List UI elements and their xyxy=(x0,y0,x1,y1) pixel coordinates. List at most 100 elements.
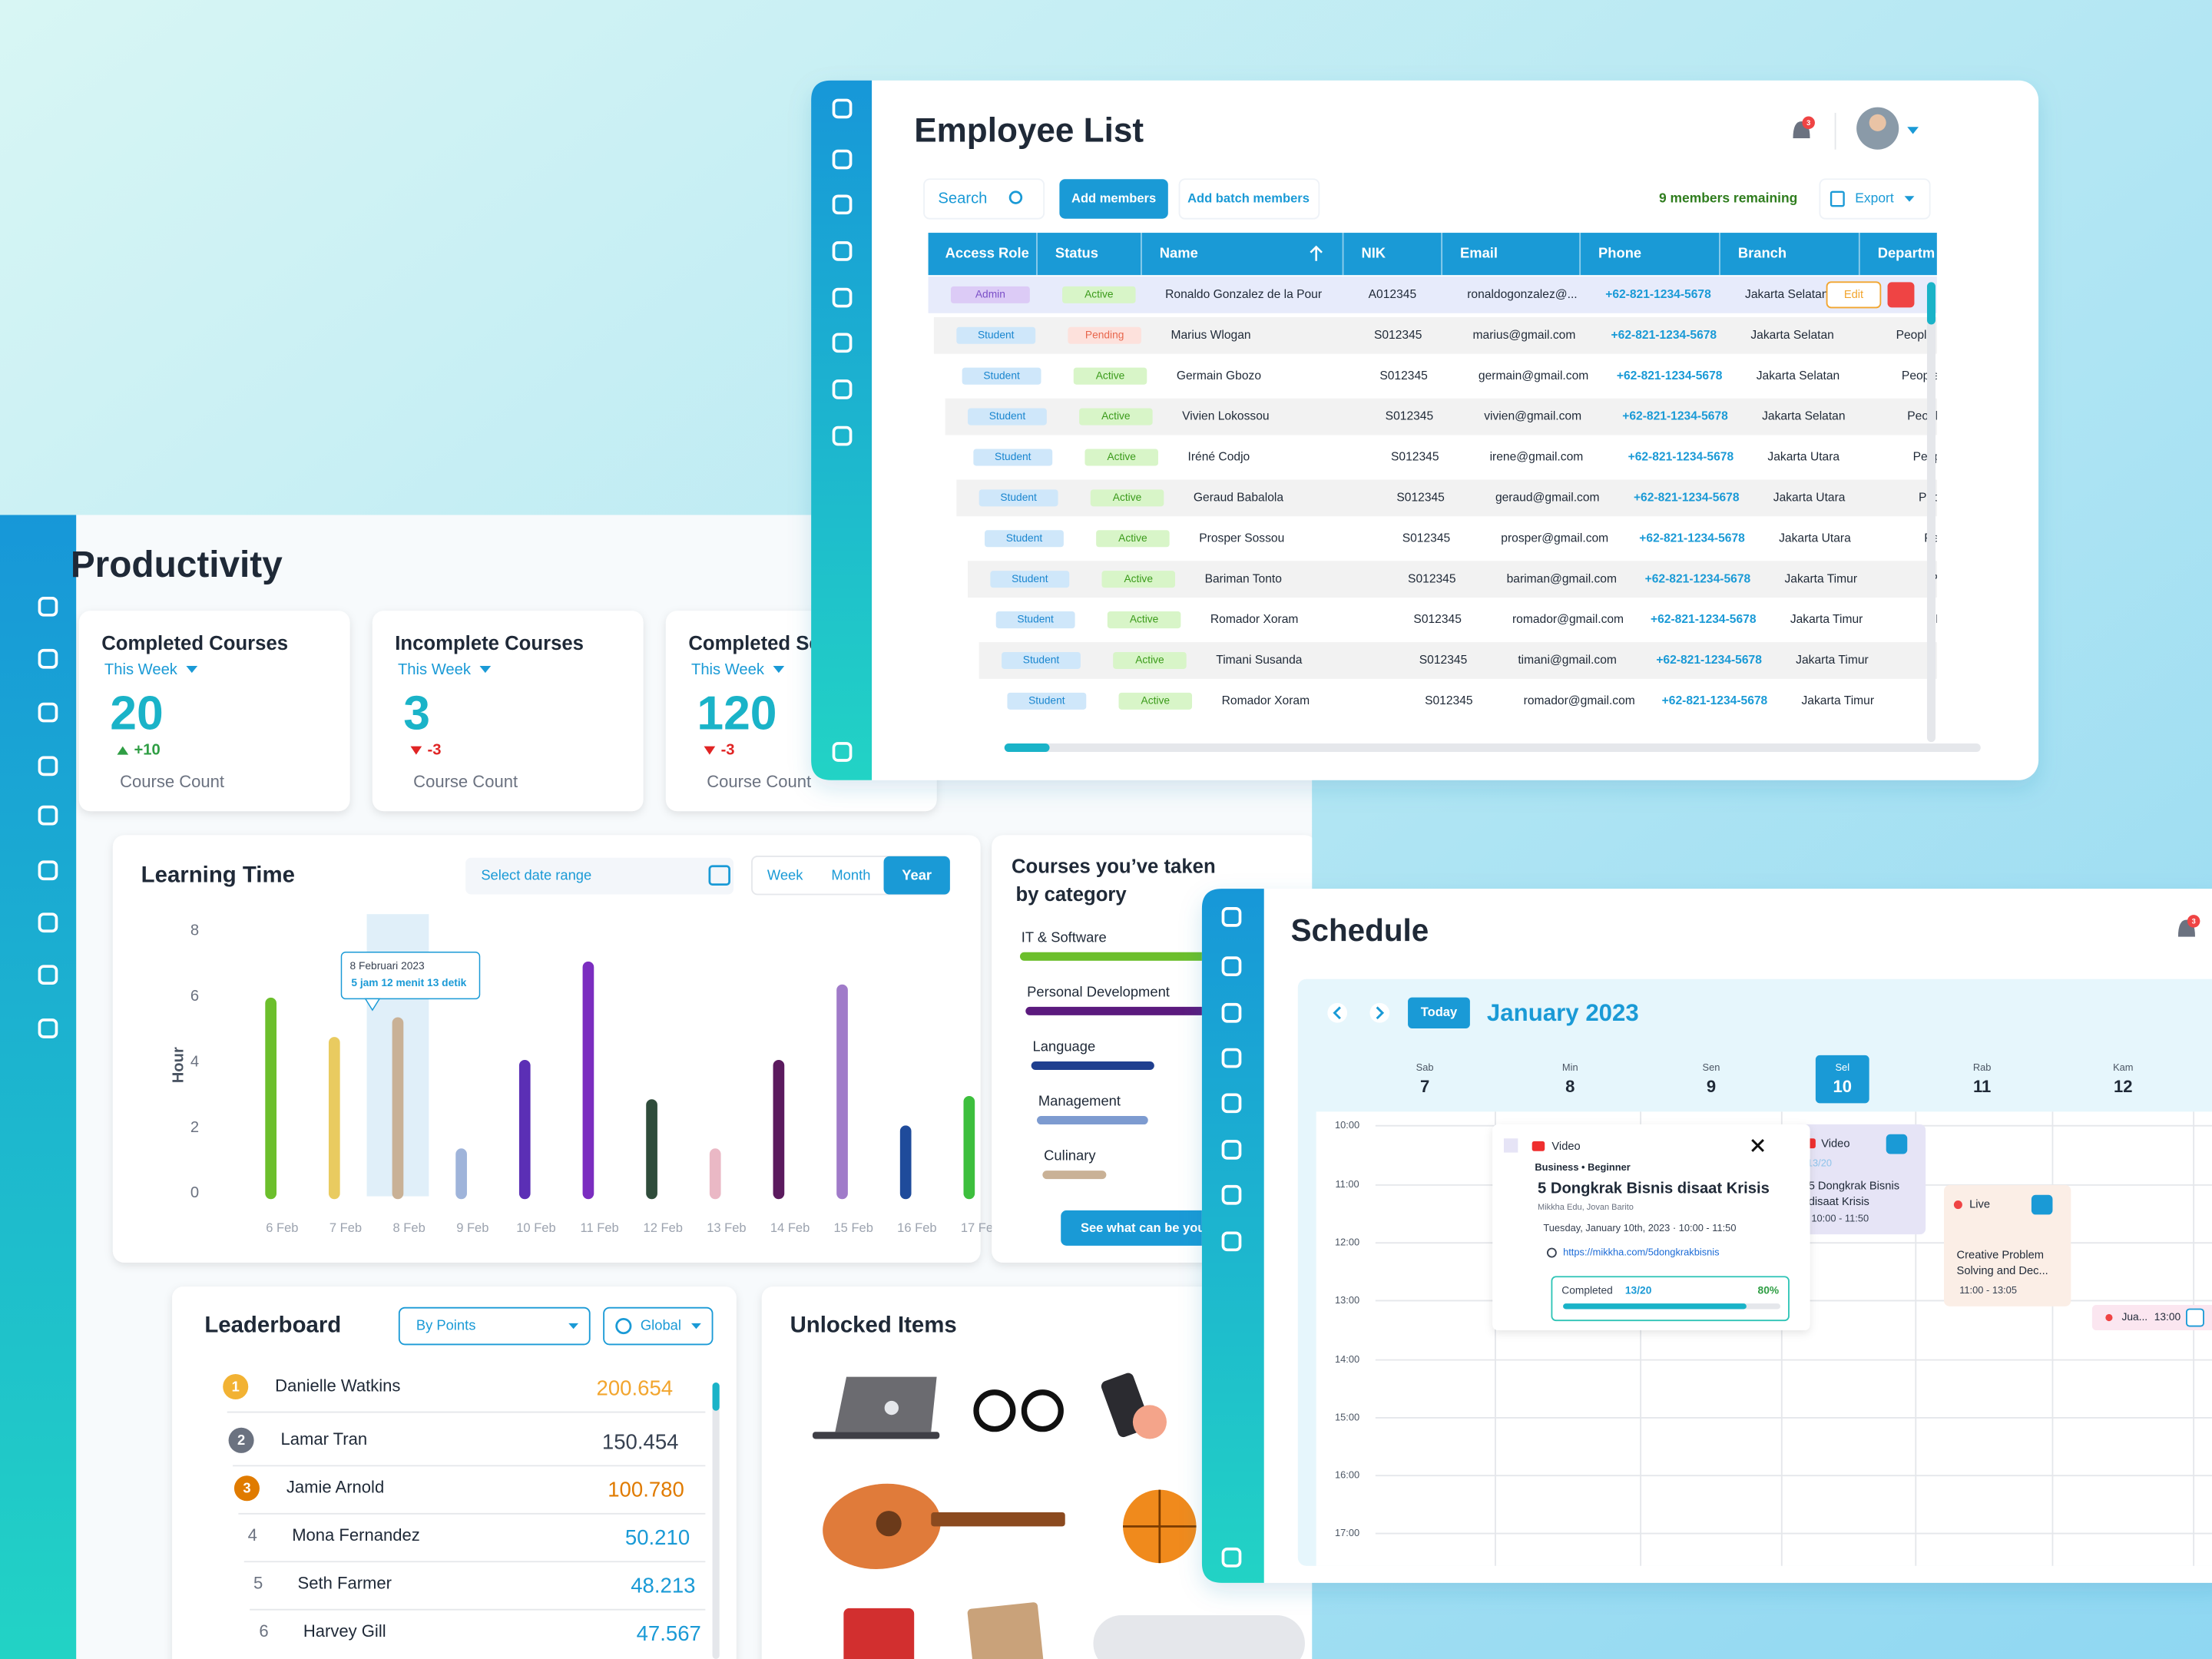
y-tick-label: 0 xyxy=(190,1184,199,1201)
nav-icon[interactable] xyxy=(38,805,58,826)
day-date[interactable]: 7 xyxy=(1420,1077,1429,1096)
next-button[interactable] xyxy=(1369,1002,1390,1023)
nav-icon[interactable] xyxy=(1221,1093,1242,1114)
nav-icon[interactable] xyxy=(38,702,58,723)
nav-icon[interactable] xyxy=(832,149,853,170)
period-select[interactable]: This Week xyxy=(104,661,178,678)
tooltip-pointer xyxy=(364,998,381,1012)
today-button[interactable] xyxy=(1408,997,1470,1028)
nav-icon[interactable] xyxy=(832,426,853,446)
scrollbar-thumb xyxy=(1004,743,1050,752)
edit-button[interactable] xyxy=(1826,281,1882,309)
nav-icon[interactable] xyxy=(38,912,58,933)
nav-icon[interactable] xyxy=(1221,1048,1242,1068)
player-points: 150.454 xyxy=(602,1429,679,1453)
event-type: Live xyxy=(1969,1198,1990,1210)
dropdown-value[interactable]: By Points xyxy=(416,1316,476,1333)
nav-icon[interactable] xyxy=(832,194,853,215)
link-button[interactable] xyxy=(2186,1308,2204,1327)
button-label[interactable]: Today xyxy=(1421,1005,1458,1019)
event-bg[interactable] xyxy=(1944,1184,2071,1306)
button-label[interactable]: Export xyxy=(1855,190,1894,206)
role-chip xyxy=(1002,651,1081,669)
close-button[interactable] xyxy=(1751,1139,1764,1152)
item-mug[interactable] xyxy=(843,1608,915,1659)
tab[interactable]: Month xyxy=(831,866,870,882)
popup-color xyxy=(1503,1138,1518,1153)
tooltip-text: 5 jam 12 menit 13 detik xyxy=(351,977,466,988)
status: Active xyxy=(1141,694,1171,706)
nav-icon[interactable] xyxy=(832,379,853,399)
popup-link[interactable]: https://mikkha.com/5dongkrakbisnis xyxy=(1563,1246,1719,1257)
nav-icon[interactable] xyxy=(38,648,58,669)
nav-icon[interactable] xyxy=(1221,1547,1242,1568)
dropdown[interactable] xyxy=(398,1306,591,1346)
progress-box xyxy=(1551,1276,1790,1322)
nik: S012345 xyxy=(1374,329,1422,342)
event-title: Solving and Dec... xyxy=(1957,1265,2048,1277)
button-label[interactable]: Add batch members xyxy=(1187,190,1310,205)
day-date[interactable]: 9 xyxy=(1707,1077,1716,1096)
nav-icon[interactable] xyxy=(38,860,58,881)
search-placeholder[interactable]: Search xyxy=(938,190,987,207)
nav-icon[interactable] xyxy=(1221,1231,1242,1252)
tab[interactable]: Week xyxy=(767,866,803,882)
nav-icon[interactable] xyxy=(38,1018,58,1038)
nav-icon[interactable] xyxy=(1221,1140,1242,1160)
delete-button[interactable] xyxy=(1887,282,1915,308)
nav-icon[interactable] xyxy=(38,596,58,617)
item-notebook[interactable] xyxy=(967,1602,1045,1659)
sort-icon[interactable] xyxy=(1310,245,1323,261)
trend-arrow xyxy=(704,746,716,755)
popup-tags: Business • Beginner xyxy=(1535,1161,1630,1173)
phone: +62-821-1234-5678 xyxy=(1617,369,1723,382)
calendar-icon xyxy=(708,865,730,886)
time-label: 13:00 xyxy=(1335,1294,1359,1306)
date-range-placeholder[interactable]: Select date range xyxy=(481,866,591,882)
nav-icon[interactable] xyxy=(1221,1002,1242,1023)
day-date[interactable]: 8 xyxy=(1565,1077,1575,1096)
add-members-button[interactable] xyxy=(1059,179,1168,219)
nav-icon[interactable] xyxy=(1221,1184,1242,1205)
rank: 3 xyxy=(243,1480,250,1496)
caret xyxy=(479,665,492,674)
employee-name: Bariman Tonto xyxy=(1205,572,1283,585)
export-button[interactable] xyxy=(1819,178,1931,220)
nav-icon[interactable] xyxy=(832,742,853,762)
event-bg[interactable] xyxy=(2091,1304,2212,1331)
date-range-input[interactable] xyxy=(465,857,734,895)
nav-icon[interactable] xyxy=(832,287,853,308)
nav-icon[interactable] xyxy=(1221,956,1242,977)
add-batch-button[interactable] xyxy=(1178,178,1320,220)
tab[interactable]: Year xyxy=(902,866,932,882)
link-button[interactable] xyxy=(1886,1134,1908,1154)
button-label[interactable]: Add members xyxy=(1071,190,1156,205)
day-date[interactable]: 12 xyxy=(2114,1077,2133,1096)
edit-label[interactable]: Edit xyxy=(1844,289,1863,301)
day-date[interactable]: 11 xyxy=(1973,1077,1991,1096)
day-date[interactable]: 10 xyxy=(1833,1077,1853,1096)
nav-icon[interactable] xyxy=(38,965,58,985)
item-glasses[interactable] xyxy=(973,1389,1016,1432)
period-select[interactable]: This Week xyxy=(691,661,765,678)
prev-button[interactable] xyxy=(1327,1002,1348,1023)
rank-badge xyxy=(223,1373,249,1400)
dropdown[interactable] xyxy=(603,1306,714,1346)
nav-icon[interactable] xyxy=(832,241,853,261)
category-name: Personal Development xyxy=(1027,983,1170,999)
nav-icon[interactable] xyxy=(38,756,58,777)
search-input[interactable] xyxy=(923,178,1045,220)
nav-icon[interactable] xyxy=(832,98,853,119)
status-chip xyxy=(1084,449,1158,466)
branch: Jakarta Selatan xyxy=(1750,329,1833,342)
link-button[interactable] xyxy=(2031,1194,2053,1215)
player-name: Lamar Tran xyxy=(281,1429,368,1449)
player-points: 48.213 xyxy=(631,1574,695,1598)
progress-percent: 80% xyxy=(1758,1284,1780,1296)
employee-name: Ronaldo Gonzalez de la Pour xyxy=(1165,288,1322,301)
nav-icon[interactable] xyxy=(832,333,853,353)
event-time: 10:00 - 11:50 xyxy=(1811,1212,1869,1224)
nav-icon[interactable] xyxy=(1221,907,1242,927)
dropdown-value[interactable]: Global xyxy=(641,1316,681,1333)
period-select[interactable]: This Week xyxy=(398,661,472,678)
